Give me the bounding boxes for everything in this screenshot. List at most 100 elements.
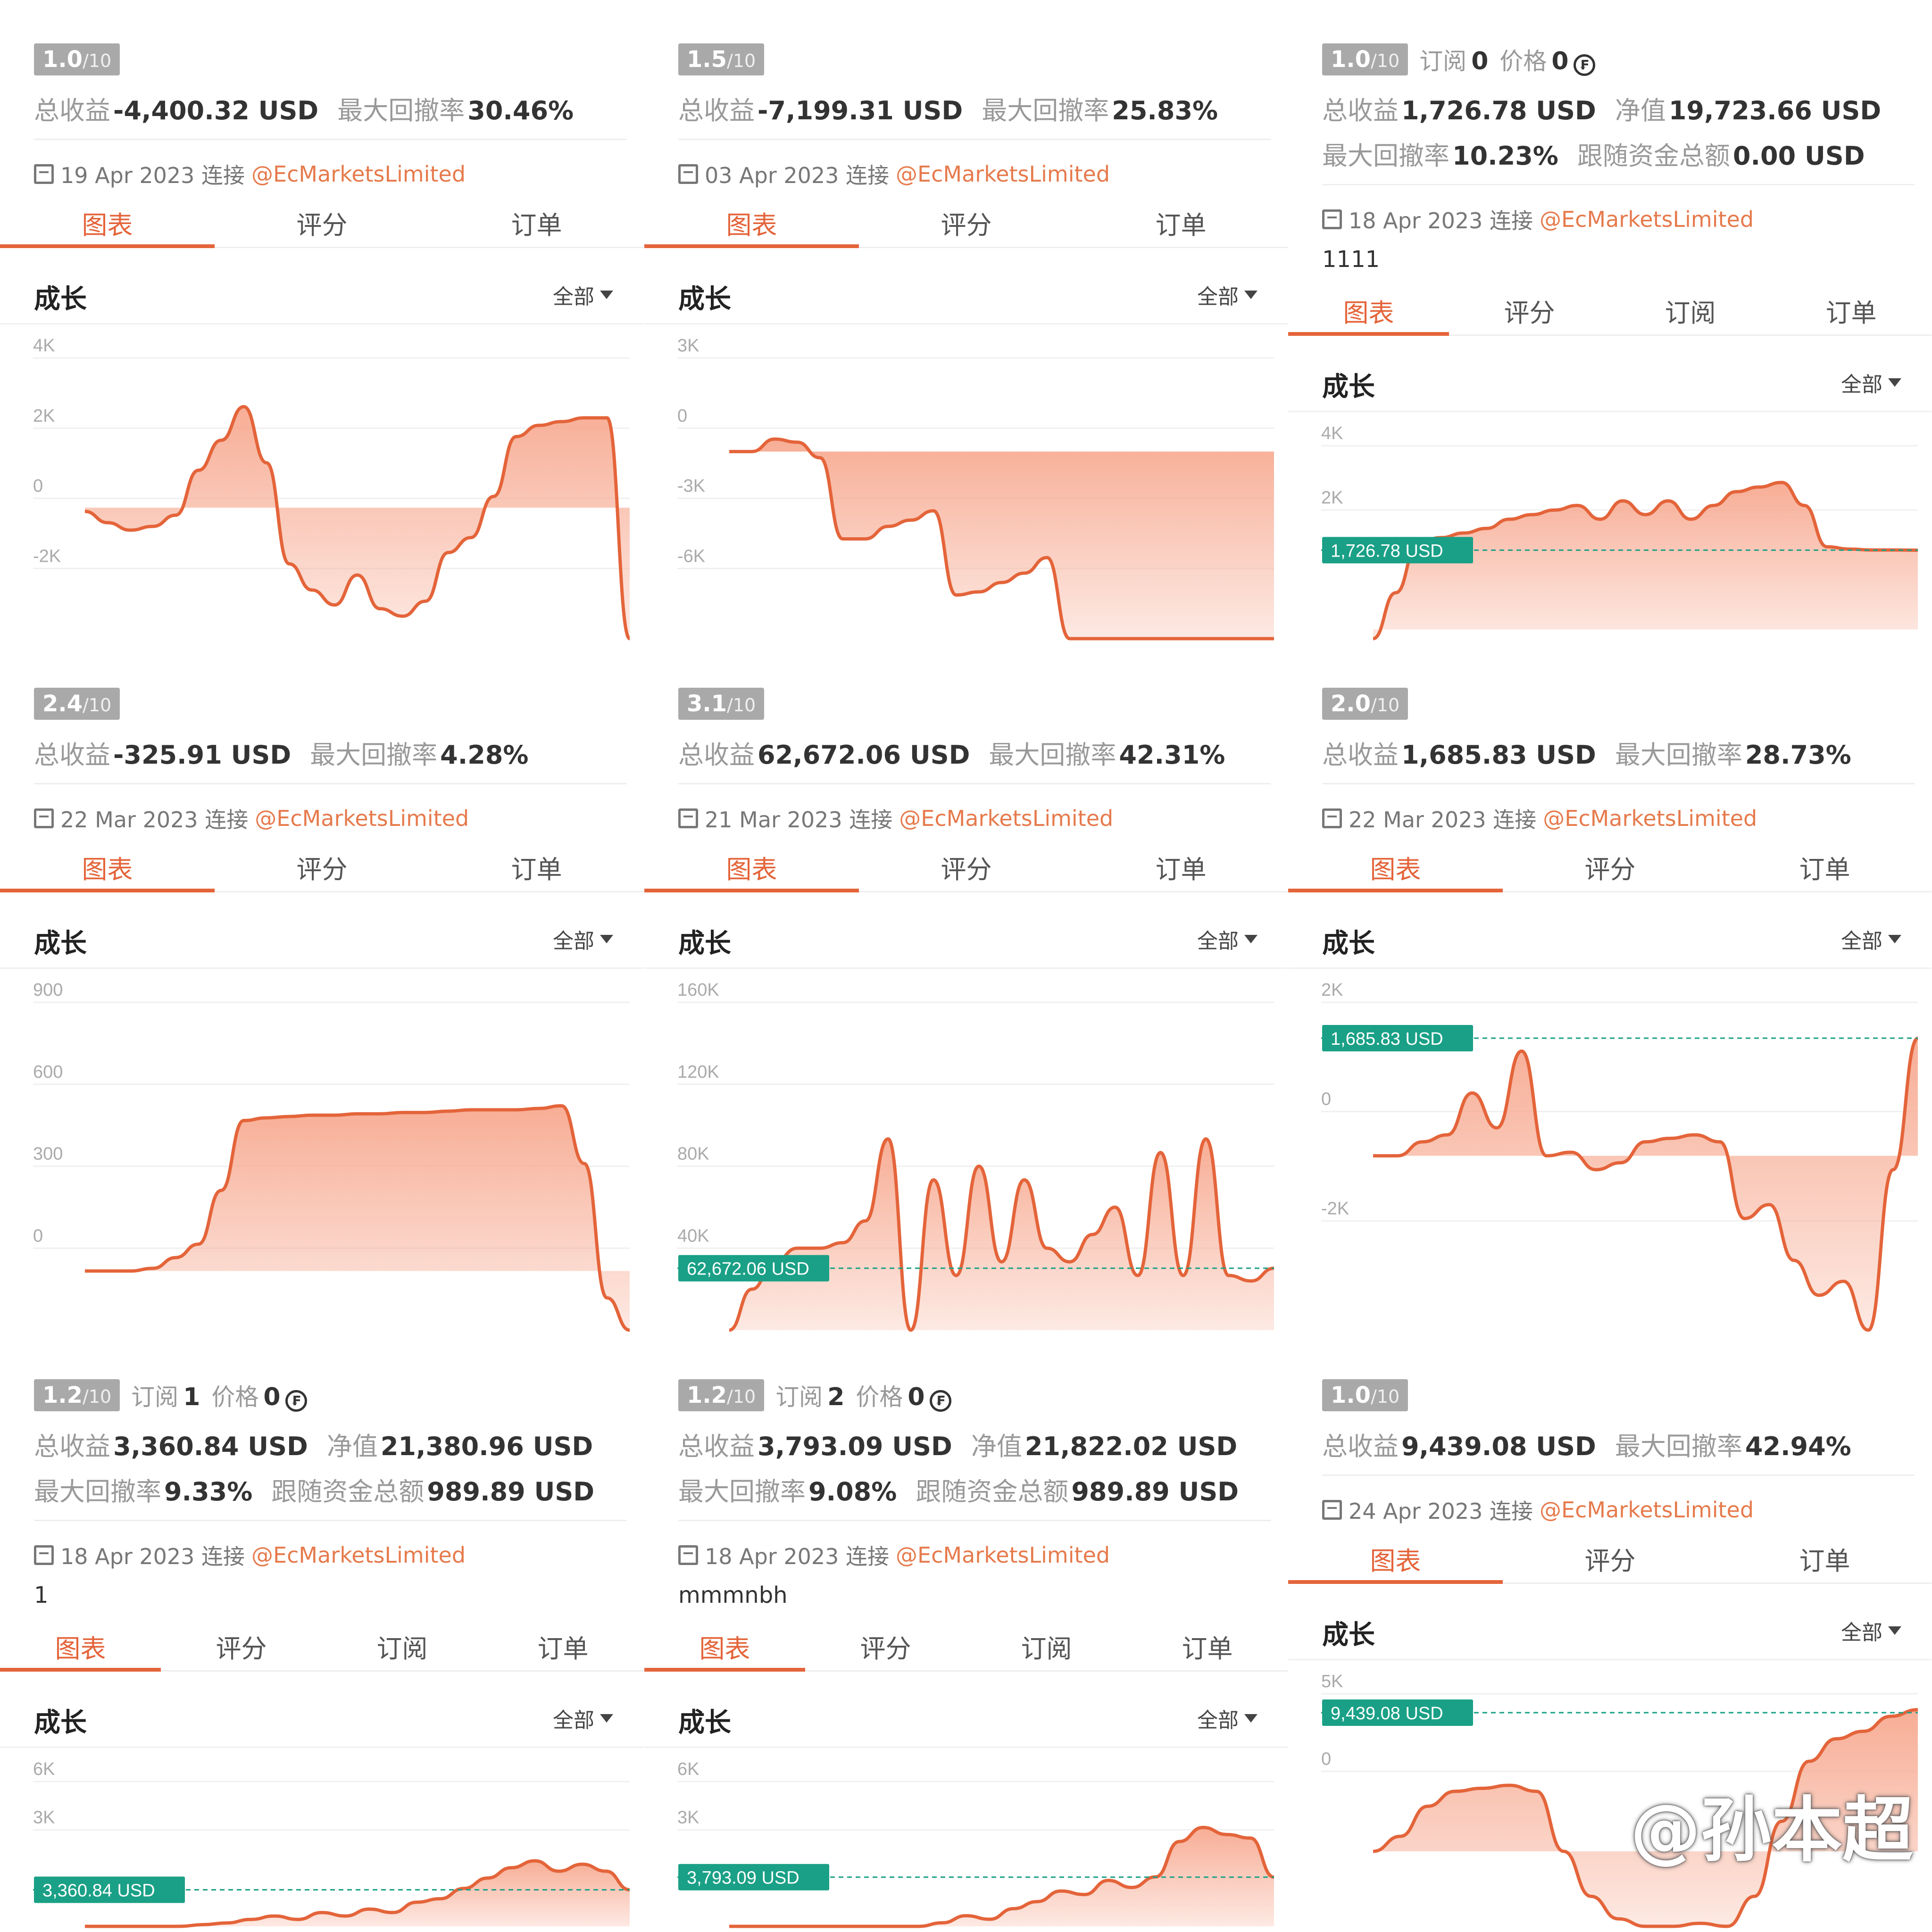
coin-icon: ₣ [929, 1390, 951, 1412]
stat-label: 净值 [326, 1432, 378, 1461]
strategy-card: 2.4/10 总收益 -325.91 USD 最大回撤率 4.28% 22 Mar 202… [0, 644, 643, 1336]
growth-chart: 2K 0 -2K 1,685.83 USD [1321, 980, 1919, 1332]
subscriber-label: 订阅 [131, 1383, 179, 1411]
tab-rating[interactable]: 评分 [1584, 1546, 1636, 1576]
stat-line: 总收益 1,726.78 USD 净值 19,723.66 USD [1322, 90, 1881, 127]
price-value: 0 [263, 1383, 281, 1411]
tab-rating[interactable]: 评分 [860, 1634, 911, 1664]
tab-orders[interactable]: 订单 [511, 210, 562, 240]
tab-rating[interactable]: 评分 [941, 855, 992, 884]
provider-handle[interactable]: @EcMarketsLimited [899, 806, 1114, 831]
tab-orders[interactable]: 订单 [1799, 1546, 1850, 1576]
provider-handle[interactable]: @EcMarketsLimited [251, 161, 466, 187]
calendar-icon [34, 1545, 54, 1565]
y-tick-label: 2K [1321, 488, 1343, 508]
tab-rating[interactable]: 评分 [216, 1634, 267, 1664]
tab-rating[interactable]: 评分 [296, 855, 348, 884]
provider-handle[interactable]: @EcMarketsLimited [255, 806, 469, 831]
tab-chart[interactable]: 图表 [1288, 850, 1503, 892]
tab-orders[interactable]: 订单 [1155, 855, 1207, 884]
join-date: 18 Apr 2023 连接 [1349, 208, 1533, 233]
stat-value: -7,199.31 USD [758, 96, 963, 125]
filter-label: 全部 [553, 285, 594, 309]
range-filter[interactable]: 全部 [1197, 924, 1257, 954]
tab-orders[interactable]: 订单 [537, 1634, 589, 1664]
tab-chart[interactable]: 图表 [0, 850, 215, 892]
subscriber-label: 订阅 [775, 1383, 823, 1411]
tab-bar: 图表 评分 订单 [1288, 1541, 1932, 1584]
stat-label: 总收益 [34, 740, 110, 770]
range-filter[interactable]: 全部 [1197, 1703, 1257, 1733]
range-filter[interactable]: 全部 [1841, 924, 1901, 954]
score-badge: 2.0/10 [1322, 688, 1408, 720]
stat-label: 最大回撤率 [678, 1477, 806, 1507]
growth-chart: 900 600 300 0 [33, 980, 630, 1332]
tab-orders[interactable]: 订单 [1799, 855, 1850, 884]
tab-orders[interactable]: 订单 [1825, 298, 1877, 328]
tab-orders[interactable]: 订单 [511, 855, 562, 884]
growth-area [729, 1139, 1274, 1330]
score-value: 2.4 [42, 691, 83, 717]
score-value: 1.0 [1331, 46, 1371, 73]
stat-line: 总收益 -7,199.31 USD 最大回撤率 25.83% [678, 90, 1218, 127]
provider-handle[interactable]: @EcMarketsLimited [1540, 207, 1754, 232]
stat-value: 1,726.78 USD [1401, 96, 1596, 125]
provider-handle[interactable]: @EcMarketsLimited [896, 1542, 1110, 1568]
filter-label: 全部 [1841, 929, 1882, 953]
join-date: 18 Apr 2023 连接 [60, 1544, 245, 1569]
tab-chart[interactable]: 图表 [644, 206, 859, 248]
stat-value: 10.23% [1452, 141, 1558, 171]
range-filter[interactable]: 全部 [1841, 1616, 1901, 1646]
range-filter[interactable]: 全部 [553, 1703, 613, 1733]
stat-label: 净值 [971, 1432, 1022, 1461]
calendar-icon [678, 808, 698, 828]
stat-label: 最大回撤率 [982, 96, 1109, 125]
stat-value: 28.73% [1745, 740, 1851, 770]
y-tick-label: 0 [1321, 1090, 1331, 1109]
join-info: 18 Apr 2023 连接 @EcMarketsLimited [34, 1540, 466, 1571]
provider-handle[interactable]: @EcMarketsLimited [1543, 806, 1757, 831]
range-filter[interactable]: 全部 [553, 280, 613, 310]
growth-chart: 5K 0 9,439.08 USD [1321, 1672, 1918, 1928]
tab-orders[interactable]: 订单 [1182, 1634, 1233, 1664]
divider [678, 783, 1271, 784]
tab-chart[interactable]: 图表 [1288, 293, 1449, 336]
stat-label: 最大回撤率 [337, 96, 465, 125]
tab-chart[interactable]: 图表 [0, 206, 215, 248]
stat-label: 跟随资金总额 [1577, 141, 1730, 171]
tab-chart[interactable]: 图表 [644, 850, 859, 892]
range-filter[interactable]: 全部 [1841, 367, 1901, 398]
provider-handle[interactable]: @EcMarketsLimited [896, 161, 1110, 187]
join-date: 19 Apr 2023 连接 [60, 163, 245, 188]
score-value: 1.2 [42, 1382, 83, 1408]
range-filter[interactable]: 全部 [1197, 280, 1257, 310]
tab-rating[interactable]: 评分 [1584, 855, 1636, 884]
section-title: 成长 [678, 1707, 731, 1738]
provider-handle[interactable]: @EcMarketsLimited [1540, 1497, 1754, 1523]
stat-value: 9.33% [164, 1477, 253, 1507]
current-value-tag [1322, 1699, 1473, 1726]
growth-area [729, 439, 1274, 639]
tab-subscribe[interactable]: 订阅 [376, 1634, 428, 1664]
score-denominator: /10 [1371, 1386, 1400, 1407]
filter-label: 全部 [553, 1708, 594, 1732]
tab-rating[interactable]: 评分 [1504, 298, 1555, 328]
tab-orders[interactable]: 订单 [1155, 210, 1207, 240]
tab-rating[interactable]: 评分 [941, 210, 992, 240]
range-filter[interactable]: 全部 [553, 924, 613, 954]
stat-value: 62,672.06 USD [758, 740, 970, 770]
strategy-note: mmmnbh [678, 1582, 788, 1608]
current-value-tag [34, 1876, 185, 1903]
tab-chart[interactable]: 图表 [1288, 1541, 1503, 1584]
tab-rating[interactable]: 评分 [296, 210, 348, 240]
tab-chart[interactable]: 图表 [644, 1629, 805, 1672]
score-row: 2.0/10 [1322, 687, 1408, 721]
stat-line: 总收益 62,672.06 USD 最大回撤率 42.31% [678, 734, 1225, 771]
provider-handle[interactable]: @EcMarketsLimited [251, 1542, 466, 1568]
dropdown-caret-icon [1244, 935, 1257, 943]
subscriber-value: 1 [183, 1383, 200, 1411]
stat-value: -325.91 USD [113, 740, 291, 770]
tab-subscribe[interactable]: 订阅 [1665, 298, 1716, 328]
tab-subscribe[interactable]: 订阅 [1021, 1634, 1072, 1664]
tab-chart[interactable]: 图表 [0, 1629, 161, 1672]
